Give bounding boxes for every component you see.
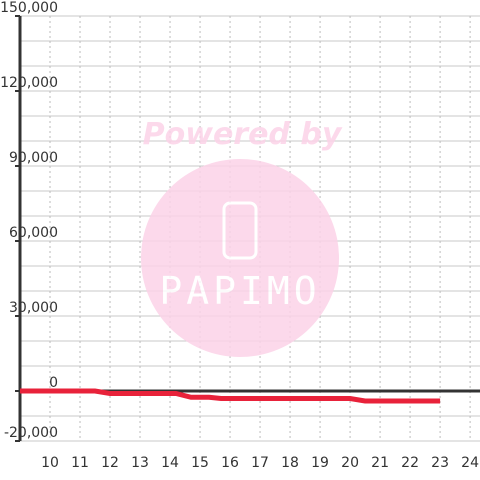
y-tick-label: 120,000 <box>0 75 58 91</box>
x-tick-label: 11 <box>71 455 89 471</box>
x-tick-label: 24 <box>461 455 479 471</box>
x-tick-label: 22 <box>401 455 419 471</box>
y-tick-label: 30,000 <box>9 300 58 316</box>
y-tick-label: 60,000 <box>9 225 58 241</box>
x-tick-label: 23 <box>431 455 449 471</box>
x-tick-label: 15 <box>191 455 209 471</box>
x-tick-label: 21 <box>371 455 389 471</box>
watermark-phone <box>222 201 258 260</box>
y-tick-label: 90,000 <box>9 150 58 166</box>
watermark: Powered by PAPIMO <box>141 117 343 357</box>
y-tick-label: -20,000 <box>4 425 58 441</box>
x-tick-label: 13 <box>131 455 149 471</box>
watermark-logo: PAPIMO <box>159 269 320 313</box>
x-tick-label: 19 <box>311 455 329 471</box>
x-tick-label: 12 <box>101 455 119 471</box>
x-tick-label: 17 <box>251 455 269 471</box>
x-tick-label: 10 <box>41 455 59 471</box>
x-tick-label: 18 <box>281 455 299 471</box>
y-tick-label: 0 <box>49 375 58 391</box>
x-tick-label: 14 <box>161 455 179 471</box>
x-tick-label: 16 <box>221 455 239 471</box>
data-line <box>20 388 441 404</box>
x-tick-label: 20 <box>341 455 359 471</box>
watermark-text: Powered by <box>143 117 343 152</box>
y-tick-label: 150,000 <box>0 0 58 16</box>
